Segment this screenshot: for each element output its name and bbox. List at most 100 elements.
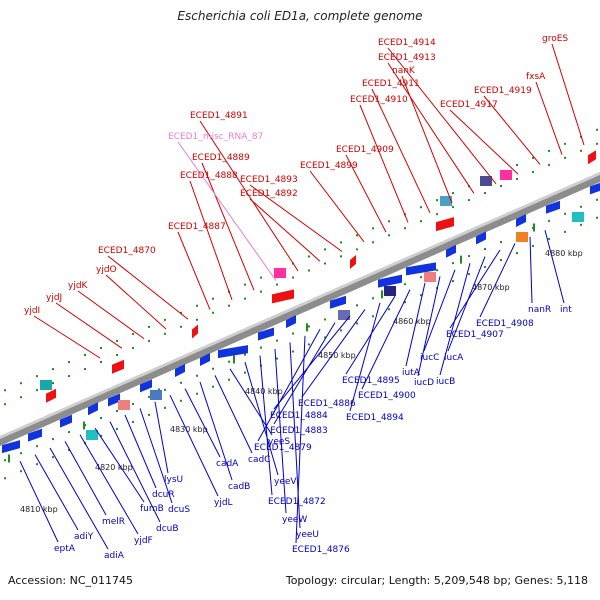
reverse-gene (60, 414, 72, 428)
track-dot (580, 149, 582, 152)
accession-text: Accession: NC_011745 (8, 574, 134, 587)
track-dot (4, 477, 6, 480)
top-gene-label: ECED1_4910 (350, 95, 408, 105)
track-dot (468, 255, 470, 258)
tick-mark (233, 355, 235, 364)
gene-layer (2, 150, 600, 454)
top-leader-line (551, 43, 585, 146)
track-dot (372, 241, 374, 244)
bottom-leader-line (109, 421, 161, 523)
track-dot (516, 163, 518, 166)
bottom-leader-line (34, 454, 79, 531)
bottom-gene-label: ECED1_4894 (346, 413, 404, 423)
track-dot (244, 283, 246, 286)
track-dot (36, 375, 38, 378)
bottom-gene-label: ECED1_4900 (358, 391, 416, 401)
track-dot (580, 223, 582, 226)
bottom-leader-line (139, 408, 173, 504)
bottom-gene-label: ECED1_4876 (292, 545, 350, 555)
reverse-gene (218, 345, 248, 359)
track-dot (420, 276, 422, 279)
track-dot (212, 311, 214, 314)
top-leader-line (177, 231, 211, 310)
track-dot (324, 318, 326, 321)
bottom-leader-line (229, 368, 273, 436)
bottom-leader-line (273, 315, 351, 410)
feature-box (40, 380, 52, 390)
track-dot (324, 336, 326, 339)
bottom-gene-label: yeeU (296, 530, 319, 540)
reverse-gene (2, 440, 20, 454)
track-dot (452, 262, 454, 265)
bottom-gene-label: ECED1_4883 (270, 426, 328, 436)
track-dot (548, 149, 550, 152)
track-dot (276, 357, 278, 360)
track-dot (548, 163, 550, 166)
bottom-leader-line (169, 394, 219, 497)
track-dot (532, 170, 534, 173)
track-dot (260, 276, 262, 279)
reverse-gene (330, 295, 346, 309)
track-dot (596, 128, 598, 131)
track-dot (372, 227, 374, 230)
track-dot (100, 347, 102, 349)
track-dot (180, 325, 182, 328)
bottom-gene-label: iucB (436, 377, 455, 387)
tick-mark (306, 323, 308, 332)
track-dot (20, 396, 22, 399)
bottom-gene-label: eptA (54, 544, 76, 554)
bottom-leader-line (184, 388, 221, 458)
track-dot (180, 381, 182, 384)
track-dot (308, 343, 310, 346)
tick-label: 4870 kbp (472, 283, 510, 292)
forward-gene (112, 359, 124, 374)
track-dot (436, 269, 438, 272)
top-gene-label: ECED1_4892 (240, 189, 298, 199)
top-gene-label: ECED1_4909 (336, 145, 394, 155)
forward-gene (588, 150, 596, 165)
bottom-leader-line (449, 249, 501, 329)
track-dot (244, 353, 246, 356)
reverse-gene (590, 182, 600, 195)
top-gene-label: ECED1_4911 (362, 79, 420, 89)
bottom-gene-label: dcuS (168, 505, 190, 515)
top-gene-label: ECED1_misc_RNA_87 (168, 132, 263, 142)
track-dot (164, 406, 166, 409)
bottom-gene-label: nanR (528, 305, 551, 315)
map-title: Escherichia coli ED1a, complete genome (177, 9, 423, 23)
top-gene-label: ECED1_4893 (240, 175, 298, 185)
track-dot (564, 230, 566, 233)
track-dot (244, 371, 246, 374)
bottom-leader-line (361, 289, 411, 390)
bottom-leader-line (295, 335, 306, 544)
track-dot (116, 353, 118, 356)
track-dot (260, 290, 262, 293)
feature-box (516, 232, 528, 242)
bottom-gene-label: int (560, 305, 572, 315)
top-gene-label: ECED1_4891 (190, 111, 248, 121)
reverse-gene (516, 213, 526, 227)
track-dot (52, 368, 54, 371)
track-dot (100, 435, 102, 437)
bottom-gene-label: ECED1_4908 (476, 319, 534, 329)
bottom-gene-label: ECED1_4907 (446, 330, 504, 340)
track-dot (36, 445, 38, 448)
track-dot (420, 206, 422, 209)
bottom-gene-label: ECED1_4879 (254, 443, 312, 453)
tick-label: 4830 kbp (170, 425, 208, 434)
reverse-gene (446, 244, 456, 258)
top-gene-label: yjdI (24, 306, 40, 316)
track-dot (132, 332, 134, 335)
track-dot (52, 438, 54, 441)
tick-mark (533, 223, 535, 232)
feature-box (338, 310, 350, 320)
bottom-gene-label: dcuB (156, 524, 179, 534)
track-dot (68, 449, 70, 452)
track-dot (308, 269, 310, 272)
bottom-leader-line (529, 236, 533, 304)
track-dot (276, 283, 278, 286)
track-dot (468, 199, 470, 202)
tick-label: 4850 kbp (318, 351, 356, 360)
top-gene-label: nanK (392, 66, 416, 76)
track-dot (292, 332, 294, 335)
